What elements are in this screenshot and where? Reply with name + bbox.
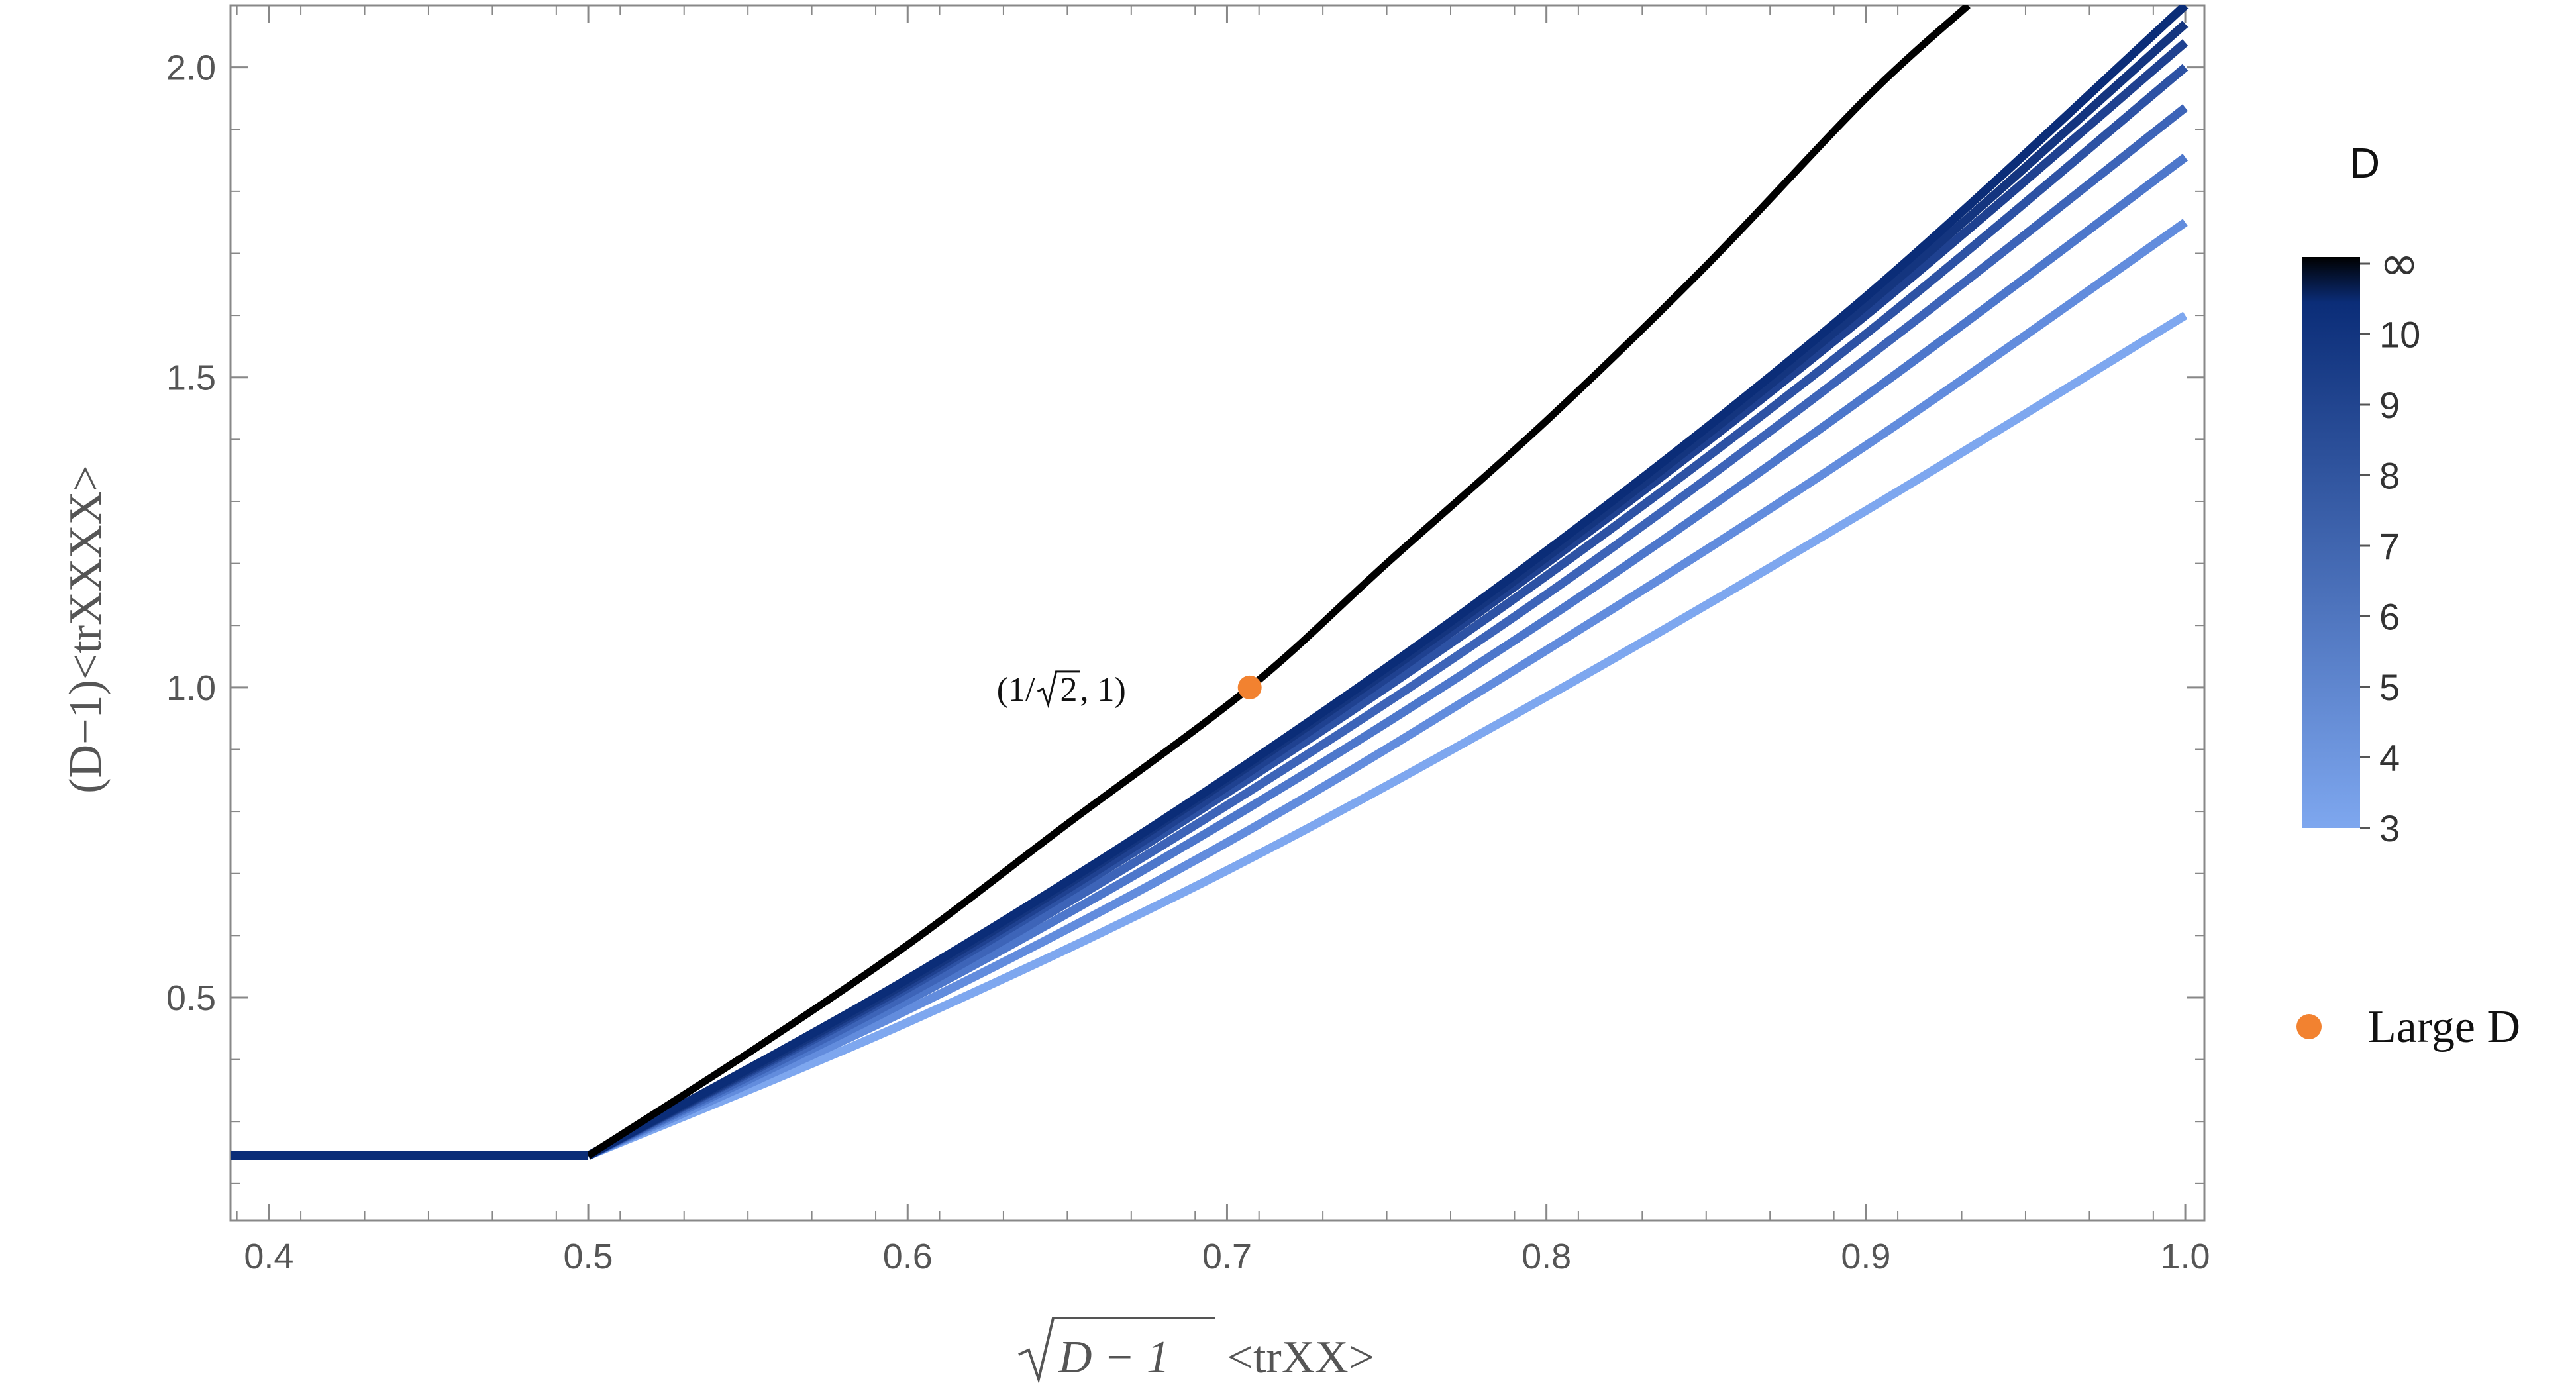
x-axis-sqrt-arg: D − 1: [1058, 1332, 1170, 1383]
series-line-D-3: [586, 311, 2188, 1160]
colorbar: D ∞ 10 9 8 7 6 5 4 3: [2302, 139, 2420, 849]
y-tick-label: 1.0: [166, 668, 216, 708]
legend-marker: [2296, 1014, 2322, 1039]
x-tick-label: 0.8: [1521, 1237, 1571, 1276]
colorbar-title: D: [2349, 139, 2380, 187]
plot-frame: [229, 4, 2206, 1222]
x-tick-label: 0.5: [564, 1237, 613, 1276]
axis-ticks: [231, 5, 2204, 1221]
colorbar-gradient: [2302, 257, 2360, 828]
series-line-D-4: [586, 219, 2188, 1160]
x-tick-label: 0.7: [1202, 1237, 1252, 1276]
annotation-sqrt-arg: 2: [1060, 671, 1077, 709]
colorbar-label: 8: [2379, 455, 2400, 497]
large-d-point: [1237, 675, 1262, 699]
x-tick-label: 0.4: [244, 1237, 293, 1276]
annotation-prefix: (1/: [997, 671, 1035, 709]
series-line-D-9: [586, 21, 2189, 1160]
colorbar-label: 5: [2379, 666, 2400, 708]
colorbar-label: 6: [2379, 596, 2400, 638]
y-tick-label: 1.5: [166, 358, 216, 398]
series-line-D-infinity: [586, 5, 1971, 1159]
colorbar-label: 7: [2379, 525, 2400, 567]
x-tick-label: 1.0: [2161, 1237, 2210, 1276]
x-tick-label: 0.9: [1841, 1237, 1890, 1276]
y-tick-label: 2.0: [166, 48, 216, 88]
x-axis-title: D − 1 <trXX>: [1018, 1317, 1374, 1384]
legend-label: Large D: [2368, 1002, 2520, 1053]
point-annotation: (1/ 2 , 1): [997, 670, 1126, 709]
x-axis-label-rest: <trXX>: [1215, 1332, 1374, 1383]
y-tick-label: 0.5: [166, 978, 216, 1018]
colorbar-label: ∞: [2379, 235, 2419, 291]
x-axis-sqrt-sign: [1018, 1317, 1215, 1384]
y-axis-title: (D−1)<trXXXX>: [60, 465, 111, 794]
tick-labels: 0.4 0.5 0.6 0.7 0.8 0.9 1.0 0.5 1.0 1.5 2.0: [166, 48, 2210, 1276]
colorbar-label: 3: [2379, 807, 2400, 849]
x-tick-label: 0.6: [883, 1237, 933, 1276]
annotation-sqrt-sign: [1037, 670, 1080, 709]
series-layer: [231, 5, 2189, 1160]
legend: Large D: [2296, 1002, 2520, 1053]
colorbar-labels: ∞ 10 9 8 7 6 5 4 3: [2360, 235, 2420, 849]
annotation-suffix: , 1): [1080, 671, 1125, 709]
colorbar-label: 9: [2379, 384, 2400, 426]
series-line-D-6: [586, 104, 2189, 1160]
colorbar-label: 4: [2379, 737, 2400, 779]
series-line-D-8: [586, 39, 2189, 1160]
series-line-D-10: [586, 5, 2189, 1160]
colorbar-label: 10: [2379, 314, 2420, 356]
series-line-D-5: [586, 154, 2188, 1160]
